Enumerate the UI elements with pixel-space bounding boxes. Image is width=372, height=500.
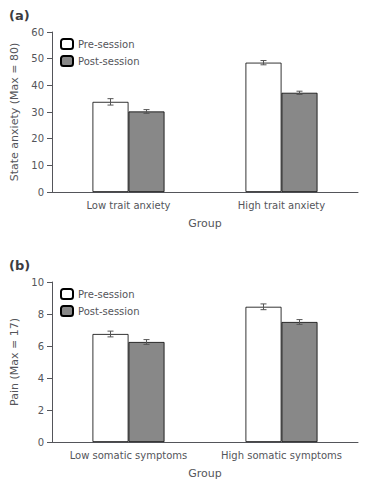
svg-text:Group: Group <box>188 467 222 480</box>
svg-text:Pain (Max = 17): Pain (Max = 17) <box>8 318 21 406</box>
svg-text:0: 0 <box>38 437 44 448</box>
svg-text:Post-session: Post-session <box>78 56 140 67</box>
svg-text:4: 4 <box>38 373 44 384</box>
svg-text:30: 30 <box>31 107 44 118</box>
svg-text:0: 0 <box>38 187 44 198</box>
svg-text:High trait anxiety: High trait anxiety <box>238 200 325 211</box>
svg-text:Group: Group <box>188 217 222 230</box>
svg-text:State anxiety (Max = 80): State anxiety (Max = 80) <box>8 43 21 182</box>
svg-text:10: 10 <box>31 160 44 171</box>
svg-text:High somatic symptoms: High somatic symptoms <box>221 450 342 461</box>
svg-text:6: 6 <box>38 341 44 352</box>
svg-text:(a): (a) <box>9 8 30 23</box>
svg-text:Pre-session: Pre-session <box>78 39 135 50</box>
svg-text:50: 50 <box>31 53 44 64</box>
svg-text:20: 20 <box>31 133 44 144</box>
svg-text:2: 2 <box>38 405 44 416</box>
svg-text:Post-session: Post-session <box>78 306 140 317</box>
svg-text:Low trait anxiety: Low trait anxiety <box>86 200 170 211</box>
svg-text:10: 10 <box>31 277 44 288</box>
svg-text:Pre-session: Pre-session <box>78 289 135 300</box>
svg-text:Low somatic symptoms: Low somatic symptoms <box>70 450 188 461</box>
svg-text:8: 8 <box>38 309 44 320</box>
svg-text:(b): (b) <box>9 258 30 273</box>
svg-text:40: 40 <box>31 80 44 91</box>
svg-text:60: 60 <box>31 27 44 38</box>
